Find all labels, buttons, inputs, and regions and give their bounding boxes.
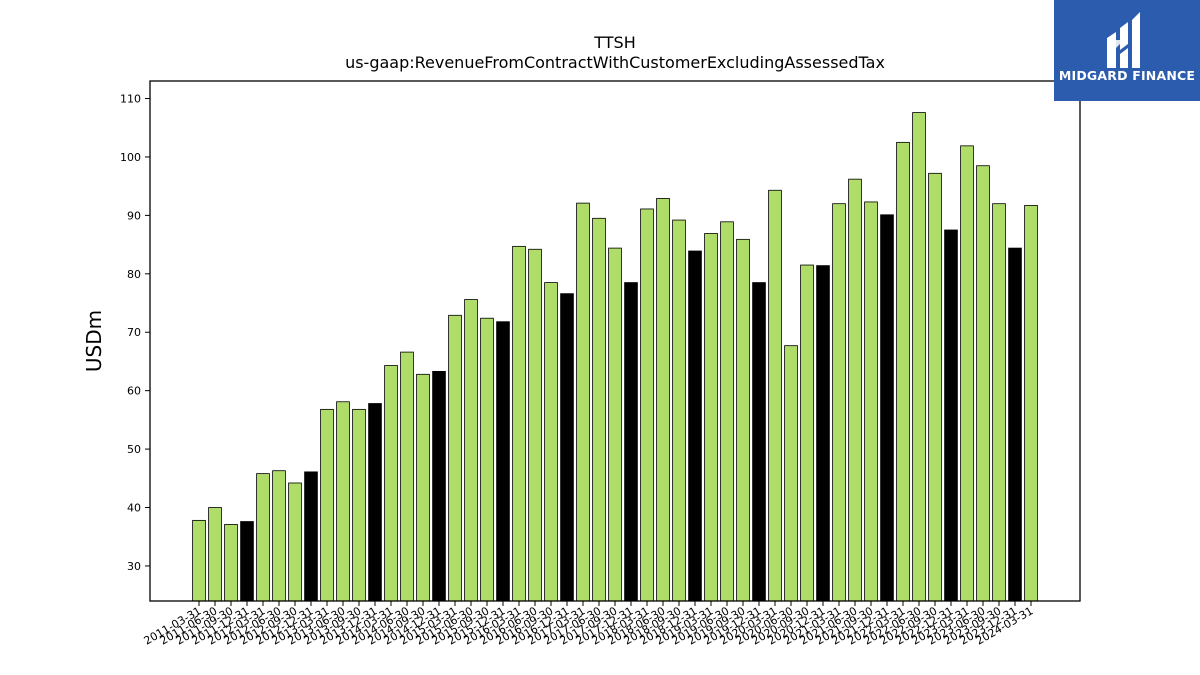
bar-2020-06-30 — [784, 345, 798, 602]
bar-2013-09-30 — [352, 408, 366, 602]
y-axis-label: USDm — [82, 310, 106, 372]
bar-2023-06-30 — [976, 165, 990, 602]
bar-2023-09-30 — [992, 203, 1006, 602]
bar-2017-03-31 — [576, 202, 590, 602]
bar-2018-09-30 — [672, 219, 686, 602]
bars — [192, 112, 1038, 602]
y-axis-ticks: 30 40 50 60 70 80 90 100 110 — [120, 93, 150, 573]
bar-2023-12-31 — [1008, 247, 1022, 602]
bar-2016-06-30 — [528, 248, 542, 602]
bar-2020-12-31 — [816, 265, 830, 602]
bar-2011-06-30 — [208, 507, 222, 602]
bar-2017-09-30 — [608, 247, 622, 602]
y-tick-label: 100 — [120, 151, 141, 164]
bar-2021-12-31 — [880, 214, 894, 602]
bar-2015-06-30 — [464, 299, 478, 602]
bar-2021-09-30 — [864, 201, 878, 602]
bar-2022-06-30 — [912, 112, 926, 602]
bar-2013-06-30 — [336, 401, 350, 602]
chart-title: TTSH — [593, 33, 635, 52]
bar-2018-12-31 — [688, 250, 702, 602]
y-tick-label: 30 — [127, 560, 141, 573]
bar-2019-06-30 — [720, 221, 734, 602]
bar-2019-03-31 — [704, 233, 718, 602]
bar-2012-12-31 — [304, 471, 318, 602]
bar-2018-03-31 — [640, 208, 654, 602]
bar-2014-12-31 — [432, 370, 446, 602]
bar-2013-03-31 — [320, 408, 334, 602]
bar-2016-03-31 — [512, 245, 526, 602]
bar-2022-09-30 — [928, 172, 942, 602]
bar-2015-12-31 — [496, 321, 510, 602]
y-tick-label: 60 — [127, 385, 141, 398]
bar-2018-06-30 — [656, 198, 670, 602]
bar-2011-12-31 — [240, 521, 254, 602]
bar-2011-09-30 — [224, 524, 238, 602]
brand-logo: MIDGARD FINANCE — [1054, 0, 1200, 101]
bar-2016-12-31 — [560, 293, 574, 602]
bar-2015-03-31 — [448, 314, 462, 602]
y-tick-label: 70 — [127, 326, 141, 339]
bar-2019-12-31 — [752, 282, 766, 602]
x-axis-ticks: 2011-03-312011-06-302011-09-302011-12-31… — [142, 601, 1036, 648]
bar-2014-09-30 — [416, 373, 430, 602]
y-tick-label: 80 — [127, 268, 141, 281]
bar-2016-09-30 — [544, 282, 558, 602]
bar-2020-03-31 — [768, 189, 782, 602]
bar-2014-06-30 — [400, 351, 414, 602]
bar-2024-03-31 — [1024, 205, 1038, 602]
y-tick-label: 110 — [120, 93, 141, 106]
plot-frame — [149, 80, 1081, 602]
bar-2012-03-31 — [256, 473, 270, 602]
bar-2014-03-31 — [384, 365, 398, 602]
bar-2021-03-31 — [832, 203, 846, 602]
bar-2023-03-31 — [960, 145, 974, 602]
bar-2019-09-30 — [736, 238, 750, 602]
brand-name: MIDGARD FINANCE — [1058, 68, 1196, 83]
midgard-logo-icon — [1054, 0, 1200, 101]
bar-2012-06-30 — [272, 470, 286, 602]
y-tick-label: 40 — [127, 502, 141, 515]
bar-2017-06-30 — [592, 217, 606, 602]
bar-2021-06-30 — [848, 178, 862, 602]
bar-2017-12-31 — [624, 282, 638, 602]
bar-2012-09-30 — [288, 482, 302, 602]
bar-2020-09-30 — [800, 264, 814, 602]
bar-2022-03-31 — [896, 141, 910, 602]
chart-subtitle: us-gaap:RevenueFromContractWithCustomerE… — [345, 53, 885, 72]
y-tick-label: 50 — [127, 443, 141, 456]
bar-2015-09-30 — [480, 317, 494, 602]
bar-2013-12-31 — [368, 403, 382, 602]
y-tick-label: 90 — [127, 209, 141, 222]
bar-2011-03-31 — [192, 519, 206, 602]
bar-2022-12-31 — [944, 229, 958, 602]
